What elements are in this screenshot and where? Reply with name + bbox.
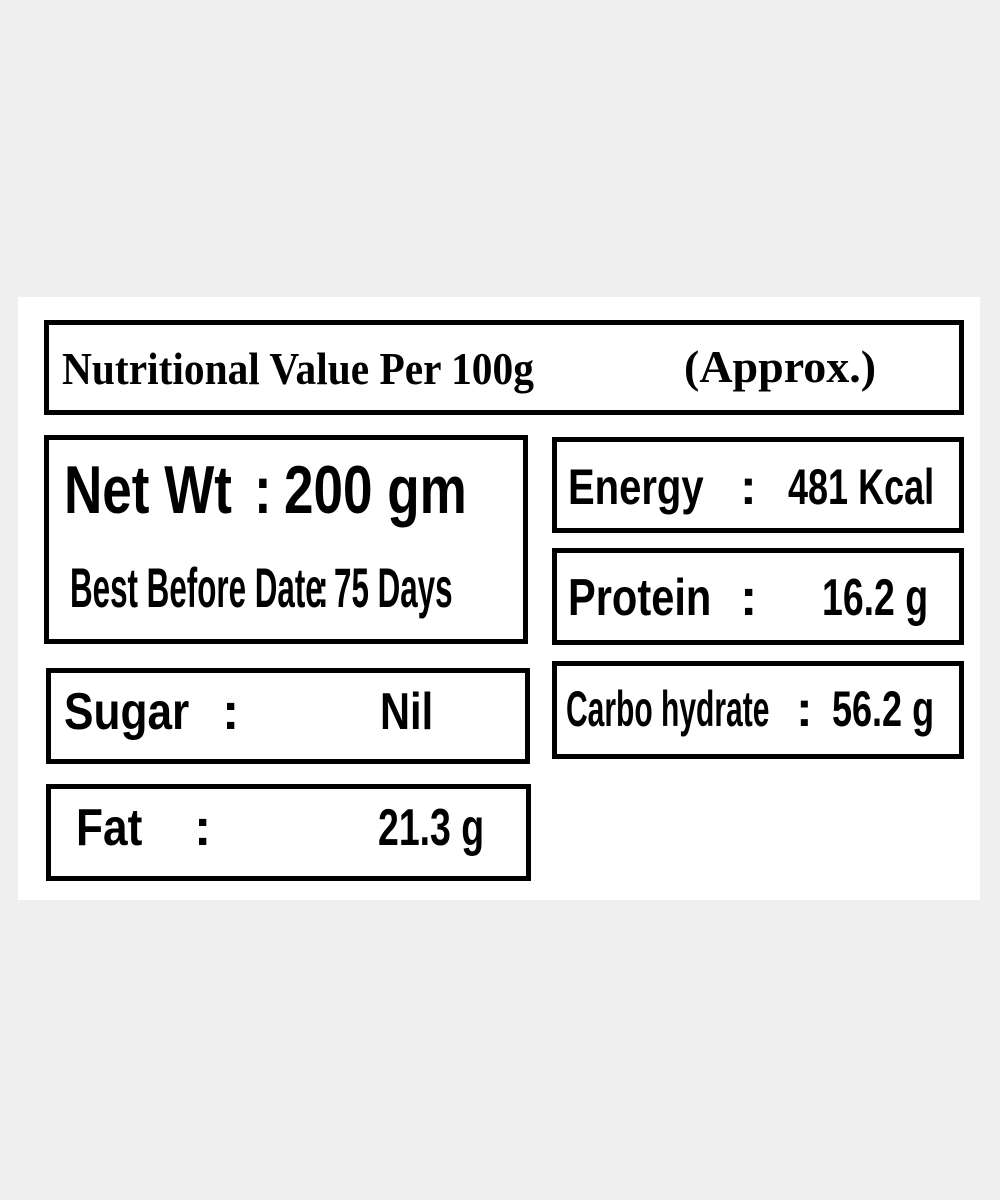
carbohydrate-box — [552, 661, 964, 759]
net-weight-box — [44, 435, 528, 644]
nutrient-label: Sugar — [64, 683, 190, 741]
best-before-label: Best Before Date — [70, 556, 323, 619]
sugar-box — [46, 668, 530, 764]
energy-box — [552, 437, 964, 533]
nutrient-value: 16.2 g — [822, 569, 929, 627]
nutrient-value: Nil — [380, 683, 434, 741]
nutrient-separator: : — [796, 681, 813, 737]
fat-box — [46, 784, 531, 881]
best-before-value: 75 Days — [334, 556, 453, 619]
nutrient-label: Energy — [568, 459, 704, 515]
net-weight-label: Net Wt — [64, 452, 232, 528]
nutrient-separator: : — [740, 569, 758, 627]
protein-box — [552, 548, 964, 645]
nutrient-value: 56.2 g — [832, 681, 935, 737]
nutrient-separator: : — [222, 683, 240, 741]
title-box — [44, 320, 964, 415]
nutrient-value: 21.3 g — [378, 799, 485, 857]
title-note: (Approx.) — [684, 341, 877, 392]
nutrient-separator: : — [194, 799, 212, 857]
title: Nutritional Value Per 100g — [62, 343, 534, 394]
nutrient-label: Carbo hydrate — [566, 681, 770, 737]
nutrient-value: 481 Kcal — [788, 459, 935, 515]
net-weight-value: 200 gm — [284, 452, 467, 528]
net-weight-separator: : — [254, 452, 272, 528]
nutrient-separator: : — [740, 459, 757, 515]
nutrient-label: Fat — [76, 799, 143, 857]
nutrient-label: Protein — [568, 569, 712, 627]
best-before-separator: : — [318, 556, 329, 619]
